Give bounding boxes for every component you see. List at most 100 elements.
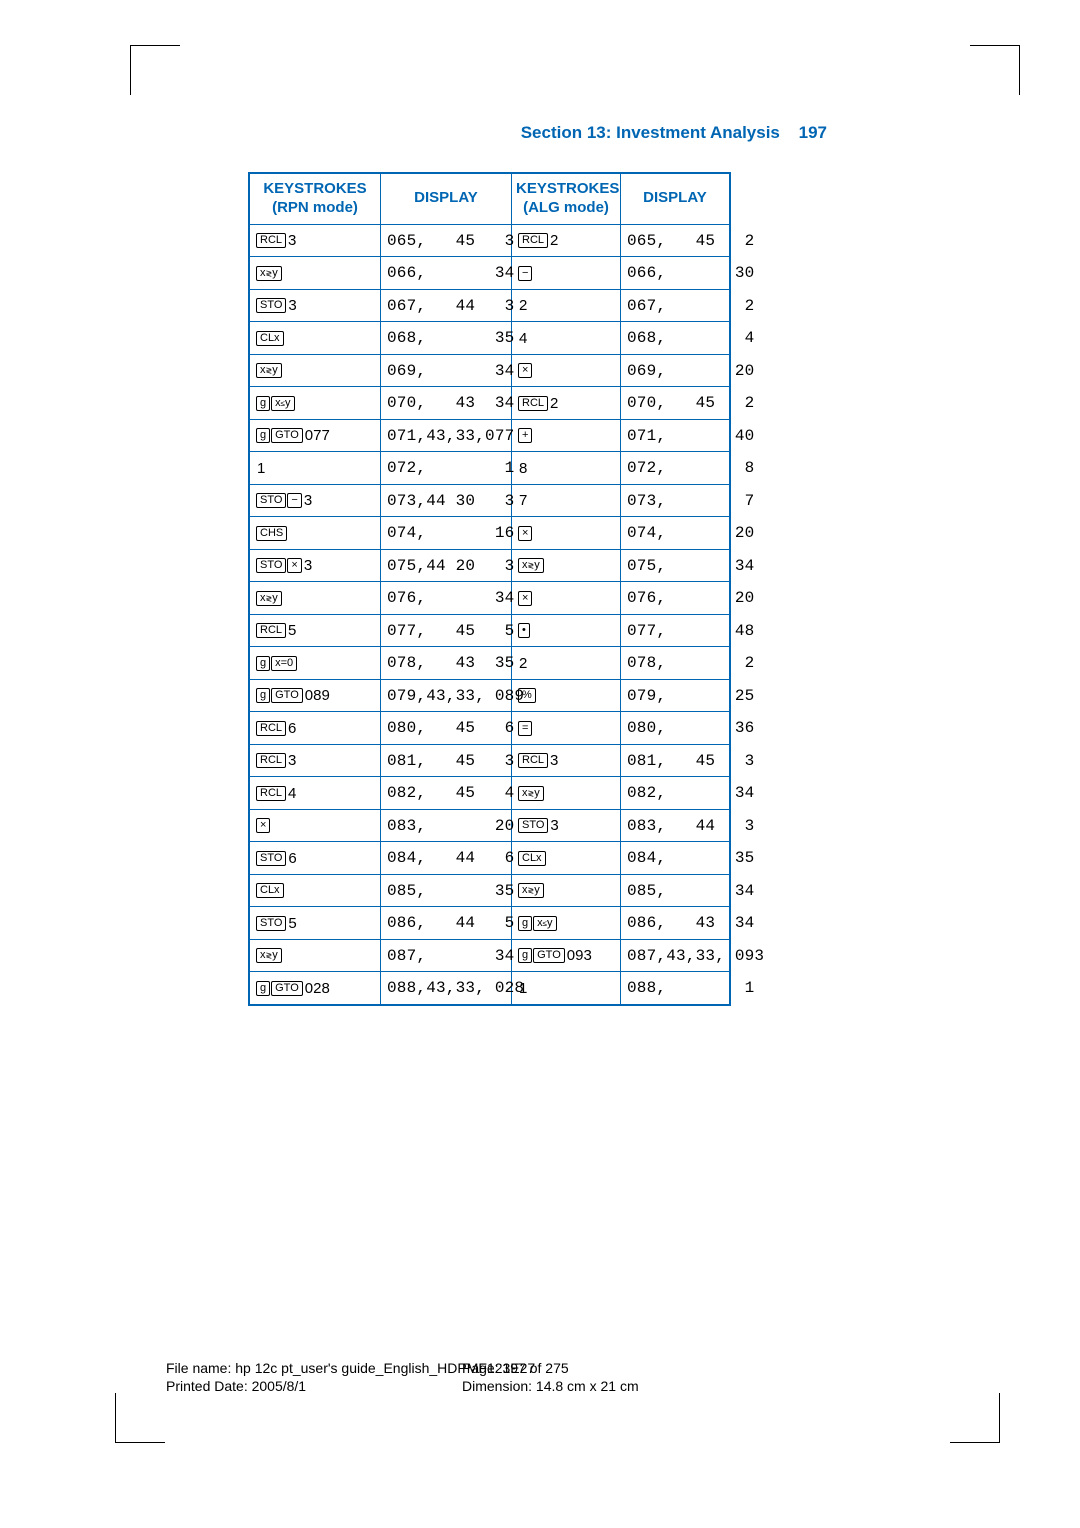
rpn-display: 072, 1: [381, 452, 512, 485]
key-icon: CLx: [256, 883, 284, 898]
alg-display: 085, 34: [621, 874, 730, 907]
page-header: Section 13: Investment Analysis 197: [521, 123, 827, 143]
rpn-display: 065, 45 3: [381, 224, 512, 257]
rpn-keystroke: RCL4: [250, 777, 381, 810]
alg-display: 087,43,33, 093: [621, 939, 730, 972]
alg-keystroke: x≷y: [512, 874, 621, 907]
crop-mark-tl: [130, 45, 180, 95]
page-footer: File name: hp 12c pt_user's guide_Englis…: [166, 1360, 535, 1394]
alg-keystroke: 1: [512, 972, 621, 1005]
alg-keystroke: •: [512, 614, 621, 647]
alg-keystroke: RCL3: [512, 744, 621, 777]
key-icon: x≷y: [518, 883, 544, 898]
key-icon: g: [256, 981, 270, 996]
alg-keystroke: =: [512, 712, 621, 745]
alg-display: 082, 34: [621, 777, 730, 810]
alg-display: 083, 44 3: [621, 809, 730, 842]
alg-keystroke: x≷y: [512, 777, 621, 810]
table-row: ×083, 20STO3083, 44 3: [250, 809, 730, 842]
rpn-keystroke: 1: [250, 452, 381, 485]
table-row: gGTO077071,43,33,077+071, 40: [250, 419, 730, 452]
key-icon: RCL: [256, 753, 286, 768]
table-row: RCL5077, 45 5•077, 48: [250, 614, 730, 647]
key-icon: RCL: [256, 233, 286, 248]
rpn-keystroke: x≷y: [250, 354, 381, 387]
col-alg: KEYSTROKES(ALG mode): [512, 174, 621, 225]
table-row: x≷y087, 34gGTO093087,43,33, 093: [250, 939, 730, 972]
alg-display: 088, 1: [621, 972, 730, 1005]
alg-keystroke: 2: [512, 289, 621, 322]
rpn-keystroke: STO×3: [250, 549, 381, 582]
alg-keystroke: RCL2: [512, 224, 621, 257]
key-icon: ×: [518, 526, 532, 541]
rpn-keystroke: RCL6: [250, 712, 381, 745]
key-icon: STO: [256, 493, 286, 508]
rpn-keystroke: gGTO077: [250, 419, 381, 452]
rpn-display: 078, 43 35: [381, 647, 512, 680]
table-row: gGTO089079,43,33, 089%079, 25: [250, 679, 730, 712]
key-icon: x≷y: [518, 786, 544, 801]
rpn-display: 082, 45 4: [381, 777, 512, 810]
alg-display: 071, 40: [621, 419, 730, 452]
alg-keystroke: 2: [512, 647, 621, 680]
key-icon: ×: [518, 363, 532, 378]
table-row: RCL4082, 45 4 x≷y 082, 34: [250, 777, 730, 810]
rpn-display: 075,44 20 3: [381, 549, 512, 582]
rpn-keystroke: RCL5: [250, 614, 381, 647]
key-icon: CLx: [518, 851, 546, 866]
key-icon: ×: [256, 818, 270, 833]
alg-keystroke: x≷y: [512, 549, 621, 582]
alg-keystroke: gGTO093: [512, 939, 621, 972]
page-number: 197: [799, 123, 827, 142]
key-icon: RCL: [256, 721, 286, 736]
rpn-display: 068, 35: [381, 322, 512, 355]
key-icon: x≤y: [271, 396, 294, 411]
table-row: CLx068, 354068, 4: [250, 322, 730, 355]
table-row: STO×3075,44 20 3x≷y075, 34: [250, 549, 730, 582]
rpn-keystroke: STO5: [250, 907, 381, 940]
key-icon: ×: [287, 558, 301, 573]
rpn-keystroke: RCL3: [250, 744, 381, 777]
table-row: gx=0078, 43 352078, 2: [250, 647, 730, 680]
rpn-display: 085, 35: [381, 874, 512, 907]
alg-display: 066, 30: [621, 257, 730, 290]
key-icon: RCL: [256, 623, 286, 638]
crop-mark-bl: [115, 1393, 165, 1443]
key-icon: %: [518, 688, 536, 703]
key-icon: GTO: [271, 981, 303, 996]
table-row: CLx 085, 35 x≷y 085, 34: [250, 874, 730, 907]
key-icon: RCL: [256, 786, 286, 801]
alg-keystroke: −: [512, 257, 621, 290]
table-row: gGTO028088,43,33, 0281088, 1: [250, 972, 730, 1005]
alg-display: 081, 45 3: [621, 744, 730, 777]
alg-keystroke: 8: [512, 452, 621, 485]
rpn-display: 081, 45 3: [381, 744, 512, 777]
rpn-keystroke: ×: [250, 809, 381, 842]
key-icon: x≷y: [256, 266, 282, 281]
rpn-keystroke: gGTO089: [250, 679, 381, 712]
alg-display: 086, 43 34: [621, 907, 730, 940]
alg-display: 069, 20: [621, 354, 730, 387]
alg-display: 074, 20: [621, 517, 730, 550]
key-icon: g: [518, 916, 532, 931]
key-icon: g: [256, 656, 270, 671]
table-row: RCL3065, 45 3RCL2065, 45 2: [250, 224, 730, 257]
key-icon: STO: [256, 916, 286, 931]
key-icon: RCL: [518, 233, 548, 248]
table-row: RCL6080, 45 6=080, 36: [250, 712, 730, 745]
rpn-display: 067, 44 3: [381, 289, 512, 322]
rpn-display: 083, 20: [381, 809, 512, 842]
rpn-keystroke: gx≤y: [250, 387, 381, 420]
rpn-display: 080, 45 6: [381, 712, 512, 745]
rpn-display: 073,44 30 3: [381, 484, 512, 517]
section-title: Section 13: Investment Analysis: [521, 123, 780, 142]
key-icon: =: [518, 721, 532, 736]
key-icon: x≤y: [533, 916, 556, 931]
rpn-display: 084, 44 6: [381, 842, 512, 875]
key-icon: x≷y: [256, 363, 282, 378]
rpn-display: 076, 34: [381, 582, 512, 615]
rpn-keystroke: gGTO028: [250, 972, 381, 1005]
rpn-display: 087, 34: [381, 939, 512, 972]
rpn-keystroke: STO−3: [250, 484, 381, 517]
alg-display: 067, 2: [621, 289, 730, 322]
